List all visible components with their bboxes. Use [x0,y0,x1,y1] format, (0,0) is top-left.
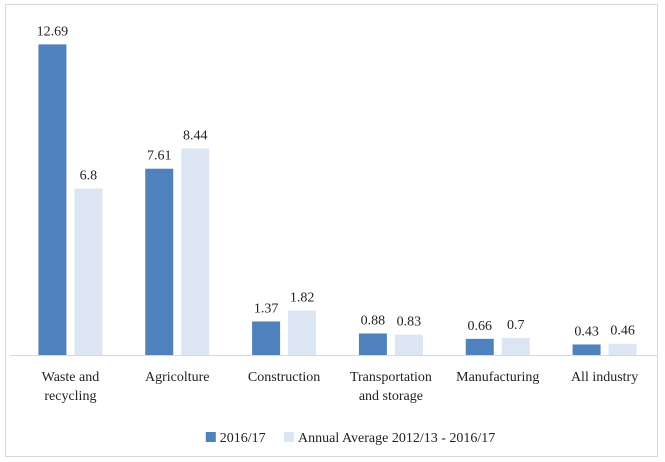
bar-series2-5 [608,343,637,355]
legend: 2016/17 Annual Average 2012/13 - 2016/17 [205,431,495,446]
x-tick-label: Manufacturing [456,370,539,385]
x-tick-label: Transportation and storage [350,370,432,404]
bar-series1-4 [465,338,494,355]
data-label: 0.66 [468,319,493,334]
x-tick-label: Agricolture [145,370,210,385]
data-label: 0.83 [397,315,422,330]
x-tick-label: Waste and recycling [42,370,100,404]
data-label: 0.88 [361,313,386,328]
bar-series2-1 [181,148,210,355]
data-label: 1.37 [254,301,279,316]
data-label: 8.44 [183,128,208,143]
x-tick-label: Construction [248,370,320,385]
legend-label: Annual Average 2012/13 - 2016/17 [298,431,495,446]
legend-label: 2016/17 [220,431,266,446]
chart-frame [5,4,658,457]
bar-series1-5 [572,344,601,355]
data-label: 12.69 [37,24,69,39]
bar-series2-2 [288,310,317,355]
bar-series1-0 [38,44,67,356]
bars-layer [38,44,637,356]
bar-series2-0 [74,188,103,355]
bar-series1-3 [358,333,387,355]
legend-swatch [205,432,216,442]
data-label: 7.61 [147,149,172,164]
data-label: 1.82 [290,290,315,305]
x-tick-labels-layer: Waste and recycling Agricolture Constructio… [42,370,639,404]
bar-series2-4 [501,337,530,355]
bar-series1-1 [145,168,174,355]
bar-series1-2 [252,321,281,355]
value-labels-layer: 12.69 6.8 7.61 8.44 1.37 1.82 0.88 0.83 0.66 0.7 0… [37,24,635,339]
data-label: 6.8 [80,169,98,184]
bar-series2-3 [394,334,423,355]
x-tick-label: All industry [571,370,638,385]
legend-swatch [284,432,294,442]
data-label: 0.43 [574,324,599,339]
data-label: 0.46 [610,324,635,339]
data-label: 0.7 [507,318,525,333]
